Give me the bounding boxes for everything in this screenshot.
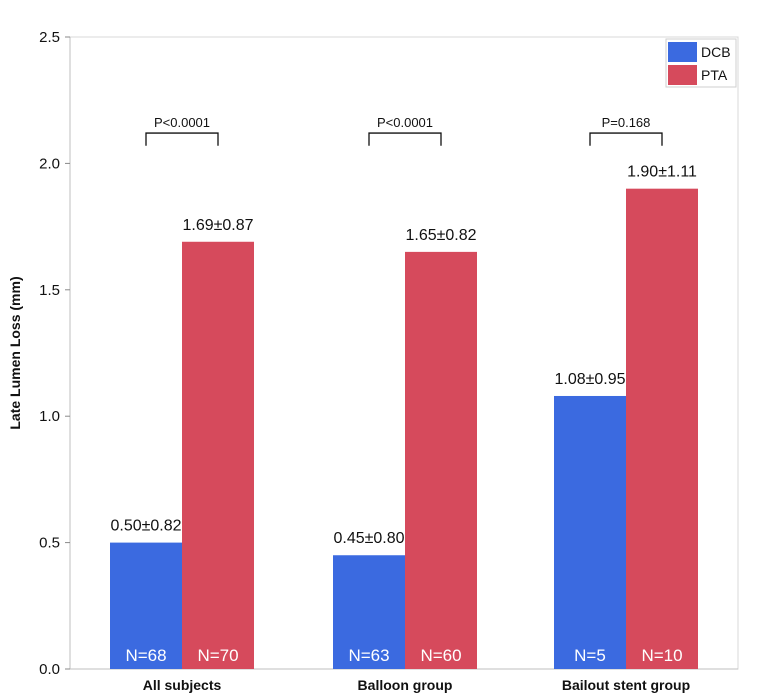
legend-label: DCB xyxy=(701,44,731,60)
p-value-bracket xyxy=(368,132,442,146)
y-tick-label: 0.5 xyxy=(39,535,60,552)
bar-value-label: 1.08±0.95 xyxy=(554,371,625,388)
category-label: All subjects xyxy=(143,677,222,693)
p-value-brackets: P<0.0001 P<0.0001 P=0.168 xyxy=(145,115,663,146)
bar-n-label: N=68 xyxy=(125,646,166,665)
bar-pta xyxy=(182,241,254,669)
bar-value-label: 1.69±0.87 xyxy=(182,217,253,234)
y-tick-label: 2.0 xyxy=(39,155,60,172)
bar-pta xyxy=(626,188,698,669)
bar-n-label: N=63 xyxy=(348,646,389,665)
y-axis-title: Late Lumen Loss (mm) xyxy=(7,276,23,429)
category-labels: All subjects Balloon group Bailout stent g… xyxy=(143,677,690,693)
legend-label: PTA xyxy=(701,67,728,83)
p-value-label: P<0.0001 xyxy=(377,115,433,130)
p-value-bracket xyxy=(589,132,663,146)
bar-n-label: N=60 xyxy=(420,646,461,665)
bar-value-label: 0.50±0.82 xyxy=(110,518,181,535)
y-tick-label: 2.5 xyxy=(39,29,60,46)
bar-value-label: 1.65±0.82 xyxy=(405,227,476,244)
y-tick-label: 1.5 xyxy=(39,282,60,299)
legend-swatch-dcb xyxy=(668,42,697,62)
bar-n-label: N=5 xyxy=(574,646,606,665)
bar-pta xyxy=(405,251,477,669)
legend-swatch-pta xyxy=(668,65,697,85)
p-value-bracket xyxy=(145,132,219,146)
p-value-label: P<0.0001 xyxy=(154,115,210,130)
bar-dcb xyxy=(554,395,626,669)
bar-value-label: 0.45±0.80 xyxy=(333,530,404,547)
p-value-label: P=0.168 xyxy=(602,115,651,130)
bar-dcb xyxy=(110,542,182,669)
y-ticks: 0.0 0.5 1.0 1.5 2.0 2.5 xyxy=(39,29,70,678)
bar-n-label: N=70 xyxy=(197,646,238,665)
category-label: Bailout stent group xyxy=(562,677,690,693)
bars: 0.50±0.82 N=68 1.69±0.87 N=70 0.45±0.80 N=63 1… xyxy=(110,164,698,669)
y-tick-label: 1.0 xyxy=(39,408,60,425)
y-tick-label: 0.0 xyxy=(39,661,60,678)
bar-value-label: 1.90±1.11 xyxy=(627,164,697,181)
category-label: Balloon group xyxy=(358,677,453,693)
bar-n-label: N=10 xyxy=(641,646,682,665)
bar-dcb xyxy=(333,555,405,669)
legend: DCB PTA xyxy=(665,38,737,88)
